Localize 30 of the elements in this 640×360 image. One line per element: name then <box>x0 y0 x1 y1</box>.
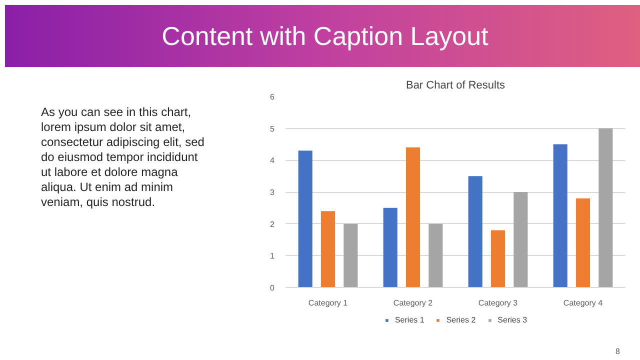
y-tick-label: 0 <box>270 284 276 292</box>
legend-label: Series 3 <box>498 316 528 324</box>
bar <box>490 230 506 288</box>
x-tick-label: Category 3 <box>478 298 518 308</box>
y-tick-label: 6 <box>270 92 276 102</box>
x-tick-label: Category 4 <box>563 298 604 308</box>
legend-label: Series 2 <box>446 316 476 324</box>
bar <box>406 147 420 288</box>
y-tick-label: 2 <box>270 220 276 229</box>
y-tick-label: 5 <box>270 124 276 134</box>
y-tick-label: 3 <box>270 188 276 197</box>
text: As you can see in this chart, lorem ipsum dolor sit amet, consectetur adipiscing elit, sed do eiusmod tempor incididunt ut labore et dolore magna aliqua. Ut enim ad minim veniam, quis nostrud. <box>40 104 205 210</box>
bar <box>514 192 528 288</box>
y-tick-label: 4 <box>270 156 276 166</box>
text: Content with Caption Layout <box>5 5 640 67</box>
chart-title: Bar Chart of Results <box>406 80 506 92</box>
x-tick-label: Category 2 <box>393 298 434 308</box>
bar <box>576 198 590 288</box>
bar <box>598 128 613 288</box>
bar <box>428 224 443 288</box>
bar <box>344 224 358 288</box>
bar <box>298 150 312 288</box>
bar <box>383 208 398 288</box>
text: 8 <box>614 346 620 358</box>
y-tick-label: 1 <box>270 252 276 261</box>
bar <box>320 211 336 288</box>
bar <box>468 176 482 288</box>
legend-label: Series 1 <box>394 316 424 324</box>
x-tick-label: Category 1 <box>308 298 348 308</box>
bar <box>553 144 568 288</box>
